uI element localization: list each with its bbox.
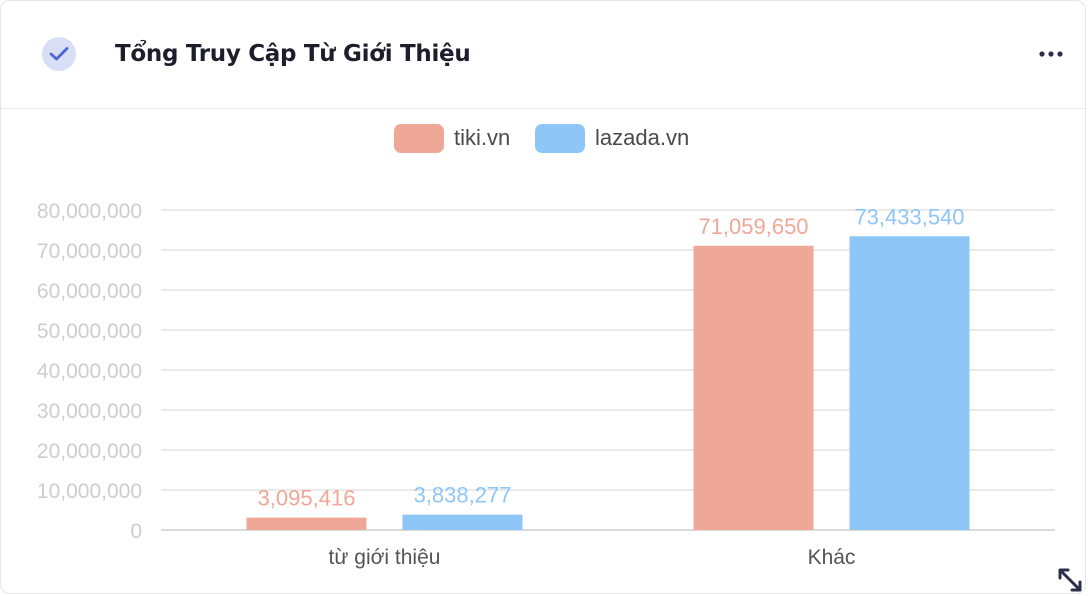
y-tick-label: 40,000,000: [37, 360, 142, 383]
data-label: 71,059,650: [698, 214, 808, 239]
card-header: Tổng Truy Cập Từ Giới Thiệu: [1, 1, 1085, 109]
y-tick-label: 20,000,000: [37, 440, 142, 463]
check-circle-icon: [42, 37, 76, 71]
legend-item-tiki[interactable]: tiki.vn: [394, 123, 510, 153]
bar: [849, 236, 970, 530]
legend-item-lazada[interactable]: lazada.vn: [535, 123, 689, 153]
y-tick-label: 80,000,000: [37, 200, 142, 223]
y-tick-label: 30,000,000: [37, 400, 142, 423]
bar: [246, 517, 367, 530]
data-label: 3,838,277: [414, 483, 512, 508]
more-horizontal-icon[interactable]: [1037, 47, 1065, 61]
legend-swatch: [394, 123, 444, 153]
y-tick-label: 0: [130, 520, 142, 543]
data-label: 3,095,416: [258, 486, 356, 511]
legend-label: tiki.vn: [454, 125, 511, 150]
data-label: 73,433,540: [854, 204, 964, 229]
bar-chart: 0 10,000,000 20,000,000 30,000,000 40,000,00…: [37, 200, 1055, 569]
y-tick-label: 70,000,000: [37, 240, 142, 263]
legend-swatch: [535, 123, 585, 153]
card-title: Tổng Truy Cập Từ Giới Thiệu: [115, 41, 471, 67]
resize-diagonal-icon[interactable]: [1055, 567, 1085, 593]
x-tick-label: từ giới thiệu: [329, 546, 441, 569]
y-tick-label: 60,000,000: [37, 280, 142, 303]
bar: [402, 514, 523, 530]
x-tick-label: Khác: [808, 546, 856, 569]
legend-label: lazada.vn: [595, 125, 690, 150]
bar: [693, 245, 814, 530]
y-tick-label: 10,000,000: [37, 480, 142, 503]
y-tick-label: 50,000,000: [37, 320, 142, 343]
